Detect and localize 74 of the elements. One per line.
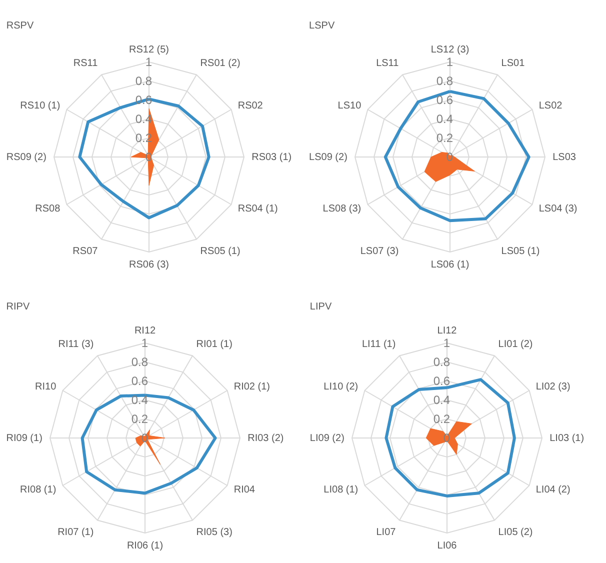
spoke-label: LS04 (3) xyxy=(538,203,578,214)
y-tick-label: 0 xyxy=(446,150,454,164)
spoke-label: RI07 (1) xyxy=(58,526,94,538)
spoke-label: RS09 (2) xyxy=(6,152,46,163)
y-tick-label: 0.4 xyxy=(433,393,450,407)
spoke-label: RI10 xyxy=(35,382,57,393)
spoke-label: LI04 (2) xyxy=(536,484,570,496)
spoke-label: LS07 (3) xyxy=(360,246,399,257)
spoke-label: RI05 (3) xyxy=(196,526,232,538)
spoke-label: RS11 xyxy=(73,58,98,70)
spoke-label: LS05 (1) xyxy=(501,246,540,257)
spoke-label: RS07 xyxy=(72,246,98,257)
y-tick-label: 0 xyxy=(145,150,152,164)
spoke-label: LI12 xyxy=(437,325,458,336)
y-tick-label: 0 xyxy=(141,431,148,445)
spoke-label: LI03 (1) xyxy=(550,433,584,444)
spoke-label: RI01 (1) xyxy=(196,339,232,350)
spoke-label: LS11 xyxy=(376,58,400,70)
y-tick-label: 0.8 xyxy=(436,74,454,88)
spoke-label: RS01 (2) xyxy=(200,58,240,70)
spoke-label: LS08 (3) xyxy=(322,203,362,214)
spoke-label: LI10 (2) xyxy=(324,382,358,393)
y-tick-label: 0.2 xyxy=(436,131,454,145)
y-tick-label: 0.6 xyxy=(131,374,148,388)
y-tick-label: 1 xyxy=(145,55,152,69)
spoke-label: RS12 (5) xyxy=(128,44,170,56)
y-tick-label: 0.8 xyxy=(433,355,450,369)
y-tick-label: 1 xyxy=(446,55,454,69)
y-tick-label: 0 xyxy=(443,431,450,445)
spoke-label: RS08 xyxy=(35,203,61,214)
y-tick-label: 0.8 xyxy=(131,355,148,369)
spoke-label: RI12 xyxy=(134,325,156,336)
y-tick-label: 0.8 xyxy=(135,74,152,88)
spoke-label: LI05 (2) xyxy=(498,526,533,538)
chart-title: RIPV xyxy=(6,301,30,312)
spoke-label: LI06 xyxy=(437,540,458,552)
spoke-label: LI08 (1) xyxy=(324,484,358,496)
spoke-label: LS02 xyxy=(538,100,563,112)
spoke-label: LI09 (2) xyxy=(310,433,344,444)
y-tick-label: 0.2 xyxy=(433,412,450,426)
spoke-label: LI11 (1) xyxy=(362,339,396,350)
y-tick-label: 1 xyxy=(141,336,148,350)
spoke-label: LS06 (1) xyxy=(430,260,470,271)
y-tick-label: 0.2 xyxy=(131,412,148,426)
y-tick-label: 1 xyxy=(443,336,450,350)
spoke-label: RS10 (1) xyxy=(20,100,60,112)
spoke-label: RI08 (1) xyxy=(20,484,56,496)
y-tick-label: 0.6 xyxy=(433,374,450,388)
spoke-label: LS03 xyxy=(552,152,576,163)
spoke-label: RS02 xyxy=(238,100,264,112)
y-tick-label: 0.6 xyxy=(135,93,152,107)
spoke-label: RI11 (3) xyxy=(58,339,94,350)
chart-title: RSPV xyxy=(6,20,34,32)
spoke-label: RI06 (1) xyxy=(126,540,164,552)
spoke-label: RI02 (1) xyxy=(234,382,270,393)
y-tick-label: 0.4 xyxy=(131,393,148,407)
chart-title: LSPV xyxy=(309,20,335,32)
spoke-label: RS05 (1) xyxy=(200,246,240,257)
spoke-label: LS10 xyxy=(338,100,362,112)
spoke-label: RS06 (3) xyxy=(128,260,170,271)
spoke-label: LS01 xyxy=(501,58,526,70)
spoke-label: LI07 xyxy=(376,526,396,538)
spoke-label: RS03 (1) xyxy=(252,152,292,163)
spoke-label: RS04 (1) xyxy=(238,203,278,214)
spoke-label: RI03 (2) xyxy=(248,433,284,444)
y-tick-label: 0.4 xyxy=(436,112,454,126)
spoke-label: LI02 (3) xyxy=(536,382,570,393)
spoke-label: LI01 (2) xyxy=(498,339,533,350)
spoke-label: LS12 (3) xyxy=(430,44,470,56)
spoke-label: RI04 xyxy=(234,484,256,496)
y-tick-label: 0.6 xyxy=(436,93,454,107)
spoke-label: LS09 (2) xyxy=(309,152,348,163)
spoke-label: RI09 (1) xyxy=(6,433,42,444)
chart-title: LIPV xyxy=(310,301,332,312)
